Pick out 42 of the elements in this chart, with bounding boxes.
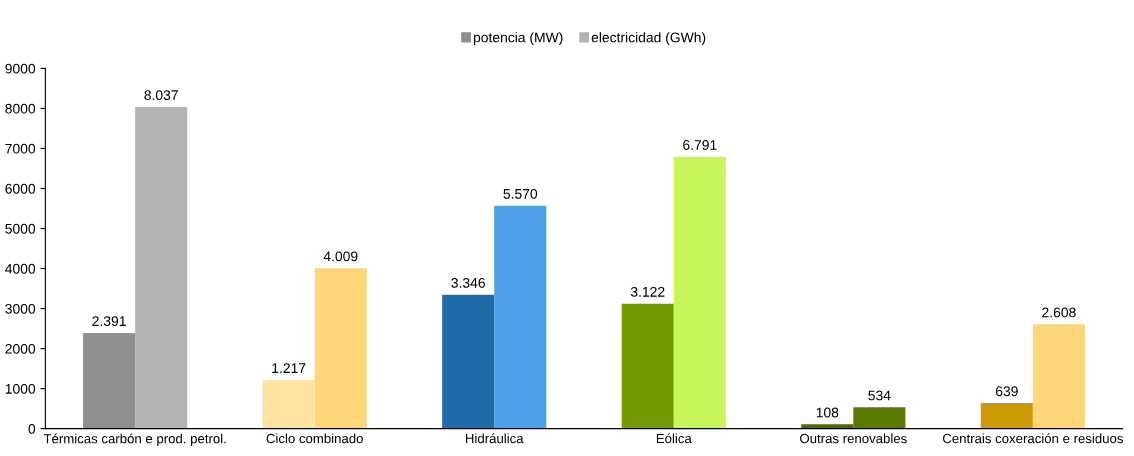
bar [801,424,854,429]
data-label: 4.009 [323,251,358,262]
y-tick-label: 5000 [5,223,36,234]
data-label: 1.217 [272,363,306,373]
data-label: 6.791 [683,140,717,150]
bar [135,106,188,429]
data-label: 3.122 [630,286,665,297]
y-tick-label: 8000 [5,103,36,114]
data-label: 534 [868,390,891,401]
legend-label: potencia (MW) [473,32,563,46]
data-label: 2.608 [1042,307,1076,318]
bar [442,294,495,429]
bar [494,205,547,429]
bar [853,407,906,429]
y-tick-label: 3000 [5,303,36,314]
x-tick-label: Ciclo combinado [266,433,363,444]
bar [262,379,315,429]
legend-label: electricidad (GWh) [591,32,706,46]
bar [621,303,674,429]
bar [314,268,367,429]
bar [980,403,1033,429]
bar [673,156,726,429]
y-tick-label: 9000 [5,63,36,74]
y-tick-label: 0 [28,423,36,434]
y-tick-label: 4000 [5,263,36,274]
data-label: 108 [816,407,839,418]
data-label: 5.570 [503,188,538,199]
x-tick-label: Térmicas carbón e prod. petrol. [43,433,226,446]
x-tick-label: Centrais coxeración e residuos [942,433,1123,444]
data-label: 8.037 [144,90,178,101]
x-tick-label: Outras renovables [800,433,907,444]
y-tick-label: 1000 [5,383,36,394]
bar [1032,324,1085,429]
x-tick-label: Eólica [656,433,692,444]
data-label: 3.346 [451,277,485,288]
y-tick-label: 2000 [5,343,36,354]
x-tick-label: Hidráulica [465,433,524,444]
data-label: 2.391 [92,316,126,327]
bar [83,332,136,429]
data-label: 639 [995,386,1018,397]
y-tick-label: 6000 [5,183,36,194]
y-tick-label: 7000 [5,143,36,154]
